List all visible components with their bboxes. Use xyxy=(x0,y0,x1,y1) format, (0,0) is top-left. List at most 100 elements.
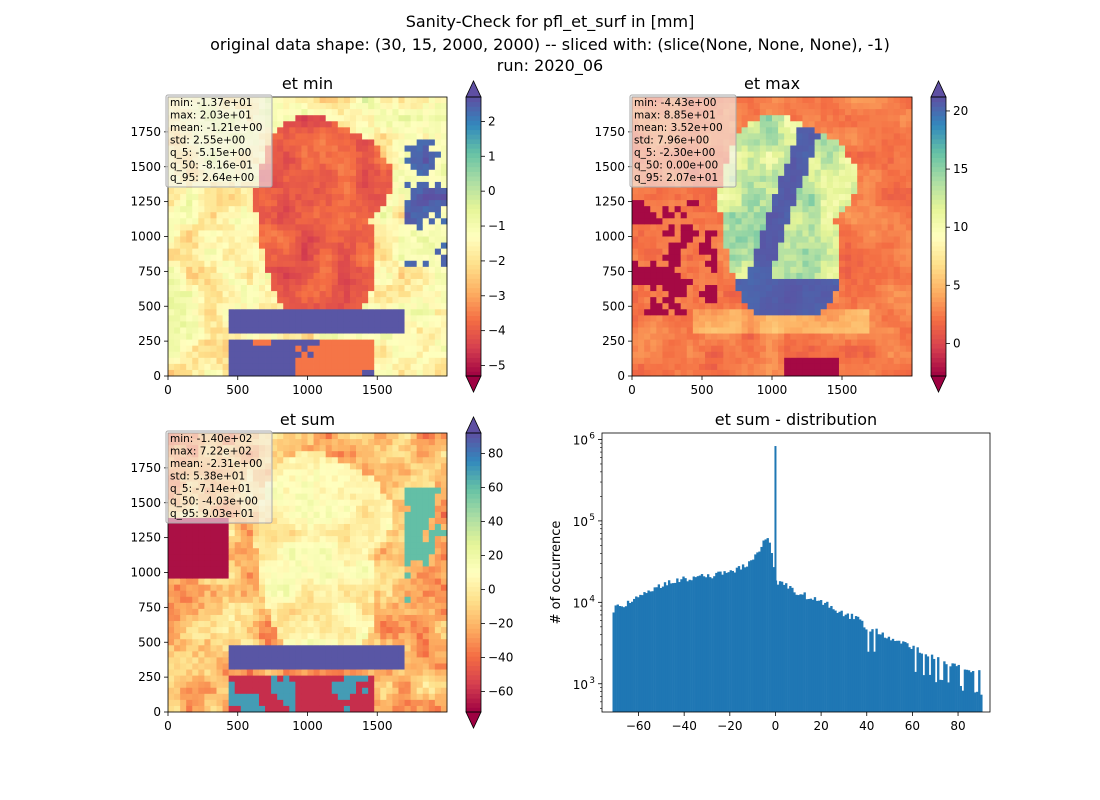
heatmap-cell xyxy=(711,272,718,280)
heatmap-cell xyxy=(186,345,193,353)
heatmap-cell xyxy=(674,187,682,195)
heatmap-cell xyxy=(662,230,669,237)
heatmap-cell xyxy=(863,266,870,274)
heatmap-cell xyxy=(863,339,870,347)
heatmap-cell xyxy=(210,639,217,646)
heatmap-cell xyxy=(729,369,736,377)
colorbar-segment xyxy=(931,124,946,131)
heatmap-cell xyxy=(881,157,889,165)
heatmap-cell xyxy=(277,206,284,213)
heatmap-cell xyxy=(331,303,339,310)
heatmap-cell xyxy=(204,321,211,328)
heatmap-cell xyxy=(814,236,822,243)
heatmap-cell xyxy=(331,103,339,110)
heatmap-cell xyxy=(422,321,430,328)
heatmap-cell xyxy=(735,194,742,201)
colorbar-segment xyxy=(466,171,481,177)
colorbar-segment xyxy=(466,213,481,219)
heatmap-cell xyxy=(759,363,767,371)
heatmap-cell xyxy=(705,218,712,225)
colorbar-segment xyxy=(931,115,946,121)
heatmap-cell xyxy=(662,200,669,207)
heatmap-cell xyxy=(802,157,809,165)
heatmap-cell xyxy=(271,369,278,377)
heatmap-cell xyxy=(192,663,199,670)
heatmap-cell xyxy=(863,369,870,377)
heatmap-cell xyxy=(356,291,363,298)
heatmap-cell xyxy=(778,163,785,171)
colorbar-segment xyxy=(466,194,481,200)
heatmap-cell xyxy=(356,121,363,128)
heatmap-cell xyxy=(252,351,260,359)
heatmap-cell xyxy=(277,309,284,316)
heatmap-cell xyxy=(192,675,199,683)
heatmap-cell xyxy=(180,291,187,298)
heatmap-cell xyxy=(307,103,314,110)
heatmap-cell xyxy=(729,230,736,237)
heatmap-cell xyxy=(632,345,639,353)
colorbar-segment xyxy=(466,352,481,358)
heatmap-cell xyxy=(416,103,424,110)
heatmap-cell xyxy=(772,254,779,262)
heatmap-cell xyxy=(772,230,779,237)
heatmap-cell xyxy=(428,351,436,359)
heatmap-cell xyxy=(845,175,852,183)
heatmap-cell xyxy=(301,169,308,177)
heatmap-cell xyxy=(283,351,290,359)
heatmap-cell xyxy=(434,212,442,219)
heatmap-cell xyxy=(893,351,901,359)
heatmap-cell xyxy=(295,303,302,310)
heatmap-cell xyxy=(778,285,785,292)
heatmap-cell xyxy=(337,266,345,274)
heatmap-cell xyxy=(374,345,381,353)
heatmap-cell xyxy=(723,309,730,316)
heatmap-cell xyxy=(440,369,448,377)
heatmap-cell xyxy=(857,345,864,353)
heatmap-cell xyxy=(228,681,236,689)
heatmap-cell xyxy=(422,339,430,347)
heatmap-cell xyxy=(729,206,736,213)
heatmap-cell xyxy=(650,333,657,341)
heatmap-cell xyxy=(826,242,834,250)
heatmap-cell xyxy=(313,333,321,341)
heatmap-cell xyxy=(765,339,773,347)
heatmap-cell xyxy=(875,357,882,365)
heatmap-cell xyxy=(204,272,211,280)
heatmap-cell xyxy=(174,236,181,243)
heatmap-cell xyxy=(717,339,724,347)
heatmap-cell xyxy=(325,230,333,237)
heatmap-cell xyxy=(180,614,187,622)
heatmap-cell xyxy=(210,315,217,322)
heatmap-cell xyxy=(905,139,913,146)
heatmap-cell xyxy=(814,369,822,377)
heatmap-cell xyxy=(692,242,700,250)
figure-title-line-2: original data shape: (30, 15, 2000, 2000… xyxy=(210,35,890,54)
heatmap-cell xyxy=(313,369,321,377)
heatmap-cell xyxy=(857,339,864,347)
heatmap-cell xyxy=(705,187,712,195)
heatmap-cell xyxy=(198,200,205,207)
heatmap-cell xyxy=(440,260,448,268)
heatmap-cell xyxy=(240,200,248,207)
heatmap-cell xyxy=(790,303,797,310)
heatmap-cell xyxy=(192,363,199,371)
heatmap-cell xyxy=(674,297,682,304)
heatmap-cell xyxy=(398,157,405,165)
heatmap-cell xyxy=(698,297,706,304)
heatmap-cell xyxy=(186,200,193,207)
heatmap-cell xyxy=(899,175,907,183)
heatmap-cell xyxy=(668,254,676,262)
heatmap-cell xyxy=(759,115,767,122)
colorbar-tick-label: −1 xyxy=(488,219,506,233)
heatmap-cell xyxy=(832,254,840,262)
heatmap-cell xyxy=(698,230,706,237)
heatmap-cell xyxy=(711,333,718,341)
colorbar-segment xyxy=(931,301,946,307)
heatmap-cell xyxy=(404,224,412,231)
heatmap-cell xyxy=(222,339,230,347)
heatmap-cell xyxy=(765,315,773,322)
heatmap-cell xyxy=(422,97,430,104)
heatmap-cell xyxy=(295,254,302,262)
heatmap-cell xyxy=(753,351,761,359)
heatmap-cell xyxy=(796,133,803,140)
